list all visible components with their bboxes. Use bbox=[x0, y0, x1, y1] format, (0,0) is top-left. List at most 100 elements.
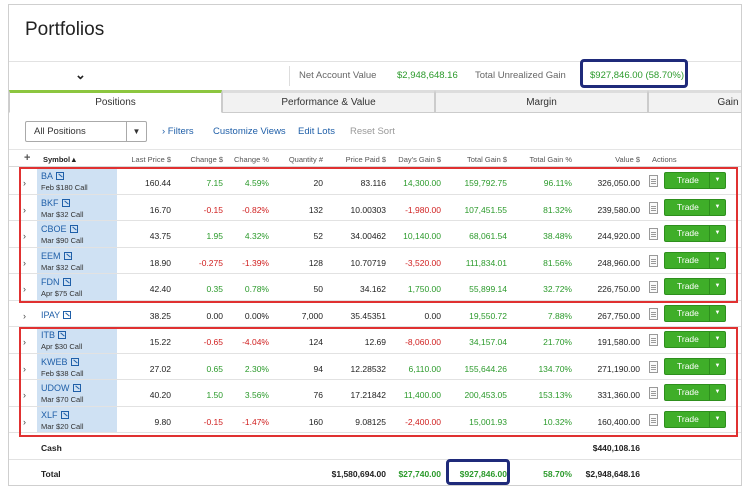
expand-row-chevron-icon[interactable]: › bbox=[23, 284, 26, 294]
trade-button[interactable]: Trade ▼ bbox=[664, 410, 726, 428]
last-price: 9.80 bbox=[154, 416, 171, 427]
total-gain-percent: 7.88% bbox=[547, 310, 572, 321]
notes-icon[interactable] bbox=[649, 228, 658, 240]
col-last-price[interactable]: Last Price $ bbox=[131, 155, 171, 164]
expand-row-chevron-icon[interactable]: › bbox=[23, 337, 26, 347]
net-account-value-label: Net Account Value bbox=[299, 70, 377, 81]
chevron-down-icon[interactable]: ▼ bbox=[709, 226, 725, 241]
col-days-gain[interactable]: Day's Gain $ bbox=[398, 155, 441, 164]
quote-popup-icon[interactable] bbox=[63, 251, 72, 260]
trade-button[interactable]: Trade ▼ bbox=[664, 225, 726, 242]
col-total-gain[interactable]: Total Gain $ bbox=[466, 155, 507, 164]
chevron-down-icon[interactable]: ▼ bbox=[709, 252, 725, 268]
quote-popup-icon[interactable] bbox=[69, 225, 78, 233]
table-row[interactable]: › ITB Apr $30 Call 15.22 -0.65 -4.04% 124 12.69… bbox=[9, 327, 741, 354]
chevron-down-icon[interactable]: ▼ bbox=[709, 173, 725, 188]
expand-row-chevron-icon[interactable]: › bbox=[23, 257, 26, 268]
table-row[interactable]: › BA Feb $180 Call 160.44 7.15 4.59% 20 83.116 1… bbox=[9, 168, 741, 195]
chevron-down-icon[interactable]: ▼ bbox=[709, 411, 725, 427]
tab-positions[interactable]: Positions bbox=[9, 90, 222, 113]
filters-link[interactable]: › Filters bbox=[162, 126, 194, 137]
trade-button[interactable]: Trade ▼ bbox=[664, 357, 726, 375]
chevron-down-icon[interactable]: ▼ bbox=[709, 332, 725, 347]
col-price-paid[interactable]: Price Paid $ bbox=[345, 155, 386, 164]
trade-button[interactable]: Trade ▼ bbox=[664, 304, 726, 322]
notes-icon[interactable] bbox=[649, 334, 658, 346]
table-row[interactable]: › EEM Mar $32 Call 18.90 -0.275 -1.39% 128 10.7… bbox=[9, 247, 741, 274]
symbol-link[interactable]: KWEB bbox=[41, 357, 79, 367]
tab-performance-value[interactable]: Performance & Value bbox=[222, 90, 435, 113]
symbol-link[interactable]: BA bbox=[41, 171, 65, 181]
quote-popup-icon[interactable] bbox=[61, 198, 70, 207]
table-row[interactable]: › XLF Mar $20 Call 9.80 -0.15 -1.47% 160 9.0812… bbox=[9, 406, 741, 433]
symbol-link[interactable]: IPAY bbox=[41, 310, 72, 320]
quote-popup-icon[interactable] bbox=[60, 410, 69, 419]
symbol-link[interactable]: FDN bbox=[41, 277, 71, 287]
positions-filter-value: All Positions bbox=[34, 126, 86, 137]
total-gain: 200,453.05 bbox=[464, 390, 507, 400]
col-total-gain-percent[interactable]: Total Gain % bbox=[529, 155, 572, 164]
symbol-text: BKF bbox=[41, 197, 59, 208]
quote-popup-icon[interactable] bbox=[58, 331, 67, 339]
tab-margin[interactable]: Margin bbox=[435, 90, 648, 113]
trade-button[interactable]: Trade ▼ bbox=[664, 331, 726, 348]
quote-popup-icon[interactable] bbox=[63, 310, 72, 319]
table-row[interactable]: › IPAY 38.25 0.00 0.00% 7,000 35.45351 0.00 19,5… bbox=[9, 301, 741, 327]
notes-icon[interactable] bbox=[649, 307, 658, 320]
col-value[interactable]: Value $ bbox=[615, 155, 640, 164]
chevron-down-icon[interactable]: ▼ bbox=[709, 279, 725, 294]
symbol-link[interactable]: CBOE bbox=[41, 224, 78, 234]
total-gain-percent: 81.32% bbox=[543, 204, 572, 215]
notes-icon[interactable] bbox=[649, 387, 658, 399]
notes-icon[interactable] bbox=[649, 201, 658, 214]
table-row[interactable]: › FDN Apr $75 Call 42.40 0.35 0.78% 50 34.162 1,… bbox=[9, 274, 741, 301]
table-row[interactable]: › KWEB Feb $38 Call 27.02 0.65 2.30% 94 12.2853… bbox=[9, 353, 741, 380]
trade-button[interactable]: Trade ▼ bbox=[664, 198, 726, 216]
notes-icon[interactable] bbox=[649, 413, 658, 426]
quote-popup-icon[interactable] bbox=[62, 278, 71, 286]
chevron-down-icon[interactable]: ▼ bbox=[126, 122, 146, 141]
add-column-icon[interactable]: + bbox=[24, 152, 31, 164]
col-quantity[interactable]: Quantity # bbox=[288, 155, 323, 164]
expand-row-chevron-icon[interactable]: › bbox=[23, 231, 26, 241]
quantity: 76 bbox=[313, 390, 323, 400]
positions-filter-select[interactable]: All Positions ▼ bbox=[25, 121, 147, 142]
symbol-link[interactable]: BKF bbox=[41, 198, 70, 208]
expand-row-chevron-icon[interactable]: › bbox=[23, 390, 26, 400]
notes-icon[interactable] bbox=[649, 254, 658, 267]
symbol-link[interactable]: EEM bbox=[41, 251, 72, 261]
expand-row-chevron-icon[interactable]: › bbox=[23, 416, 26, 427]
col-change-dollar[interactable]: Change $ bbox=[190, 155, 223, 164]
notes-icon[interactable] bbox=[649, 281, 658, 293]
notes-icon[interactable] bbox=[649, 360, 658, 373]
chevron-down-icon[interactable]: ▼ bbox=[709, 199, 725, 215]
symbol-link[interactable]: UDOW bbox=[41, 383, 81, 393]
expand-row-chevron-icon[interactable]: › bbox=[23, 178, 26, 188]
notes-icon[interactable] bbox=[649, 175, 658, 187]
tab-gain[interactable]: Gain bbox=[648, 90, 741, 113]
customize-views-link[interactable]: Customize Views bbox=[213, 126, 286, 137]
chevron-down-icon[interactable]: ▼ bbox=[709, 358, 725, 374]
reset-sort-link[interactable]: Reset Sort bbox=[350, 126, 395, 137]
quote-popup-icon[interactable] bbox=[72, 384, 81, 392]
table-row[interactable]: › UDOW Mar $70 Call 40.20 1.50 3.56% 76 17.2184… bbox=[9, 380, 741, 407]
trade-button[interactable]: Trade ▼ bbox=[664, 384, 726, 401]
account-selector-chevron-icon[interactable]: ⌄ bbox=[75, 67, 86, 82]
trade-button[interactable]: Trade ▼ bbox=[664, 172, 726, 189]
symbol-link[interactable]: ITB bbox=[41, 330, 67, 340]
chevron-down-icon[interactable]: ▼ bbox=[709, 385, 725, 400]
expand-row-chevron-icon[interactable]: › bbox=[23, 310, 26, 321]
quote-popup-icon[interactable] bbox=[70, 357, 79, 366]
trade-button[interactable]: Trade ▼ bbox=[664, 278, 726, 295]
trade-button[interactable]: Trade ▼ bbox=[664, 251, 726, 269]
table-row[interactable]: › BKF Mar $32 Call 16.70 -0.15 -0.82% 132 10.00… bbox=[9, 194, 741, 221]
chevron-down-icon[interactable]: ▼ bbox=[709, 305, 725, 321]
col-symbol[interactable]: Symbol▲ bbox=[43, 155, 78, 164]
quote-popup-icon[interactable] bbox=[56, 172, 65, 180]
edit-lots-link[interactable]: Edit Lots bbox=[298, 126, 335, 137]
col-change-percent[interactable]: Change % bbox=[233, 155, 269, 164]
symbol-link[interactable]: XLF bbox=[41, 410, 69, 420]
expand-row-chevron-icon[interactable]: › bbox=[23, 363, 26, 374]
expand-row-chevron-icon[interactable]: › bbox=[23, 204, 26, 215]
table-row[interactable]: › CBOE Mar $90 Call 43.75 1.95 4.32% 52 34.0046… bbox=[9, 221, 741, 248]
